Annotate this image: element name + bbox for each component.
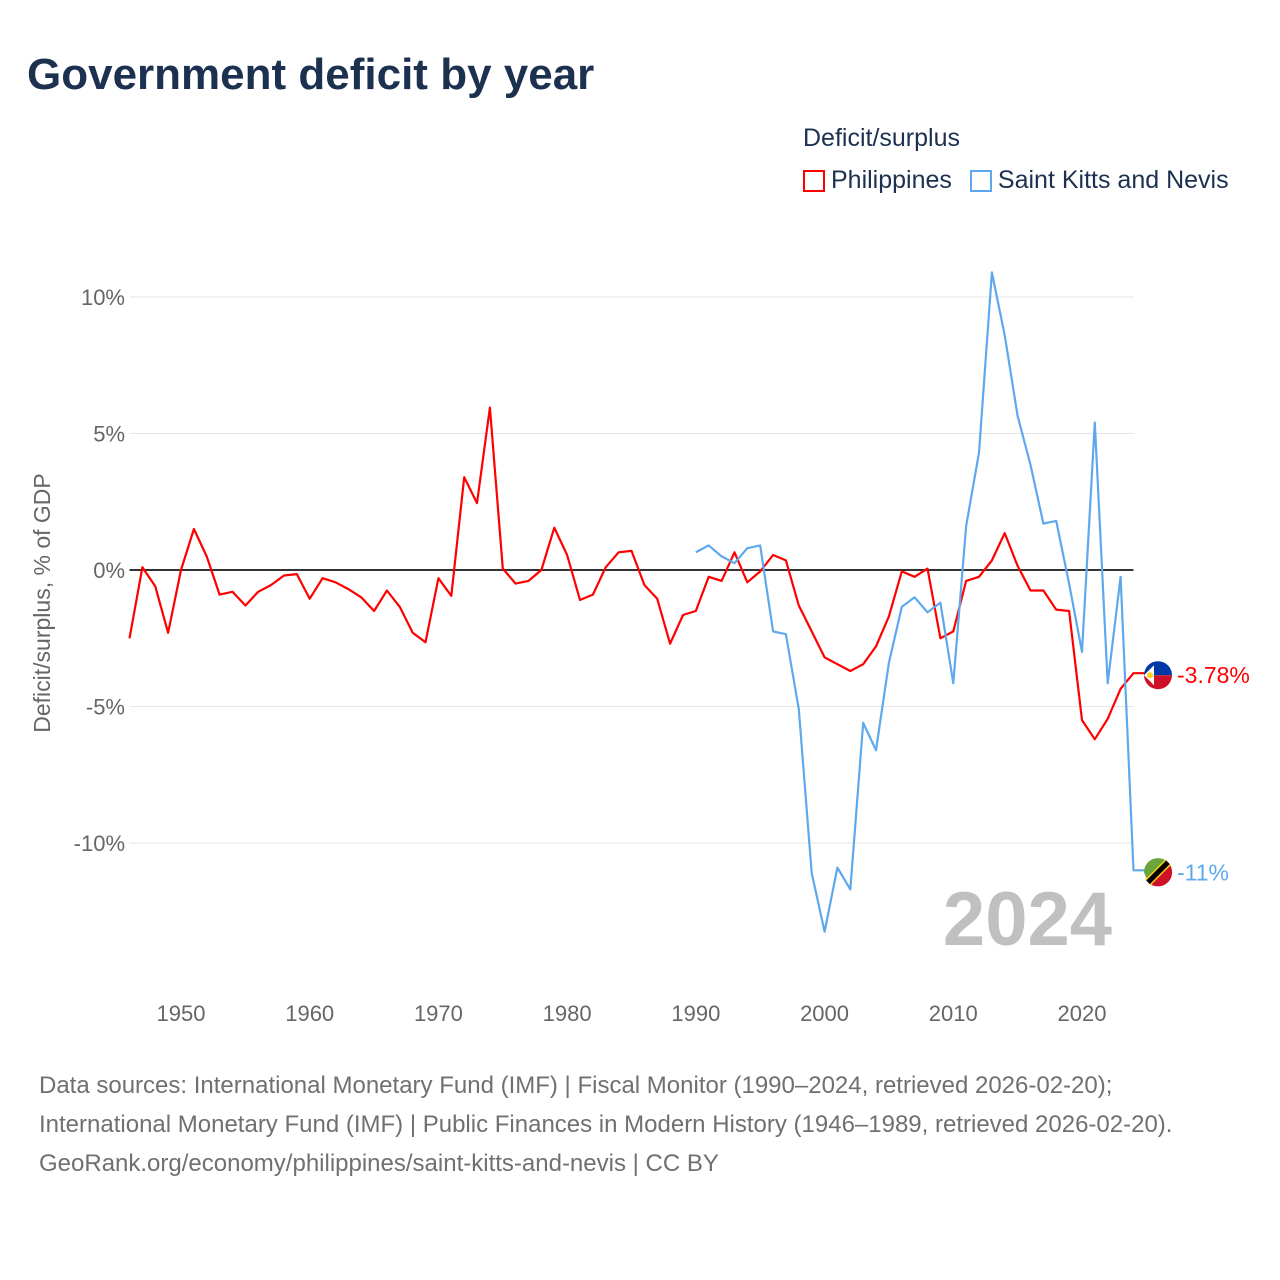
current-year-label: 2024 (943, 877, 1112, 962)
legend-swatch (969, 169, 992, 192)
legend-label: Saint Kitts and Nevis (997, 166, 1229, 194)
y-tick-label: 10% (81, 285, 125, 310)
footer: Data sources: International Monetary Fun… (39, 1066, 1239, 1183)
page-title: Government deficit by year (27, 50, 595, 99)
x-tick-label: 2010 (929, 1001, 978, 1026)
legend-label: Philippines (831, 166, 952, 194)
x-tick-label: 1970 (414, 1001, 463, 1026)
philippines-flag-icon (1144, 661, 1172, 690)
y-tick-label: -5% (86, 695, 125, 720)
legend-item-philippines[interactable]: Philippines (803, 166, 952, 195)
license: | CC BY (625, 1150, 719, 1177)
x-tick-label: 2020 (1057, 1001, 1106, 1026)
flag-black (1146, 860, 1170, 885)
legend-item-saint-kitts[interactable]: Saint Kitts and Nevis (969, 166, 1229, 195)
legend-title: Deficit/surplus (803, 124, 960, 152)
end-value-label: -11% (1177, 859, 1229, 885)
x-tick-label: 1950 (157, 1001, 206, 1026)
data-sources: Data sources: International Monetary Fun… (39, 1072, 1173, 1138)
flag-sun (1147, 672, 1153, 679)
series-line-philippines (128, 406, 1145, 741)
y-tick-label: 5% (93, 422, 125, 447)
source-link[interactable]: GeoRank.org/economy/philippines/saint-ki… (39, 1150, 626, 1177)
legend-swatch (803, 169, 825, 192)
legend: Philippines Saint Kitts and Nevis (803, 166, 1229, 195)
x-tick-label: 1960 (285, 1001, 334, 1026)
saint-kitts-flag-icon (1143, 858, 1173, 887)
x-tick-label: 2000 (800, 1001, 849, 1026)
x-tick-label: 1980 (543, 1001, 592, 1026)
series-line-saint-kitts (695, 271, 1145, 933)
end-value-label: -3.78% (1177, 662, 1250, 688)
x-tick-label: 1990 (671, 1001, 720, 1026)
y-tick-label: -10% (74, 831, 125, 856)
y-axis-label: Deficit/surplus, % of GDP (29, 473, 55, 732)
y-tick-label: 0% (93, 558, 125, 583)
